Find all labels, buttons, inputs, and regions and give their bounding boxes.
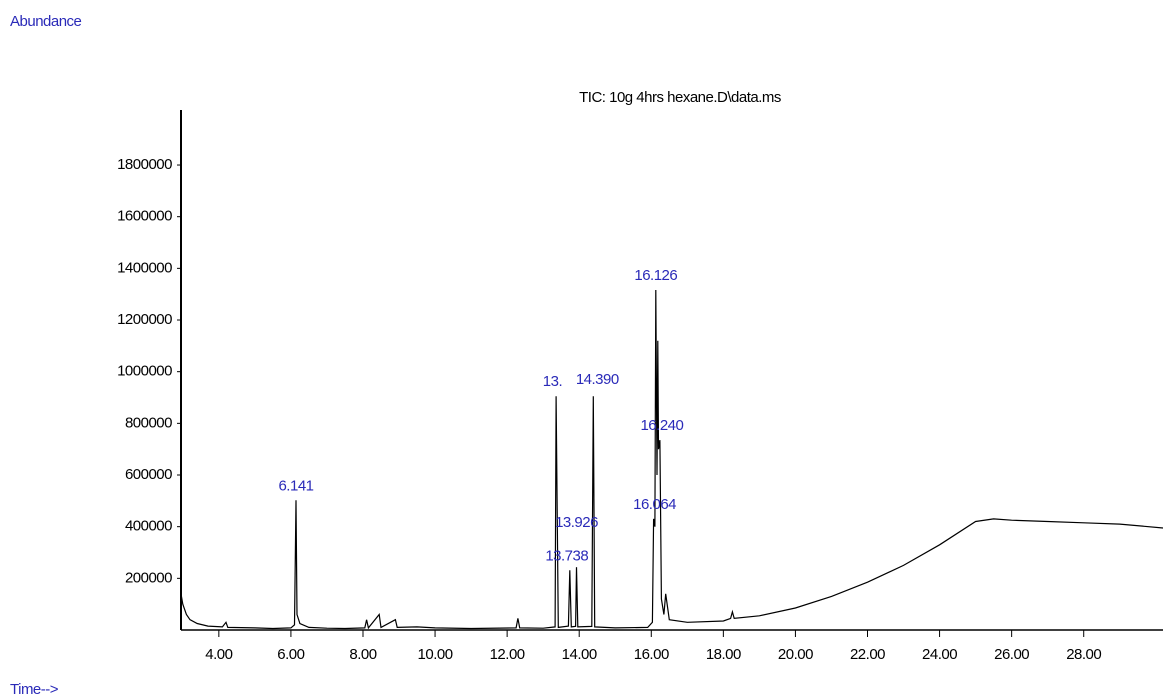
peak-label: 16.064 — [633, 496, 676, 513]
peak-label: 13.926 — [555, 514, 598, 531]
x-tick-label: 22.00 — [850, 646, 885, 663]
x-tick-label: 28.00 — [1066, 646, 1101, 663]
peak-label: 16.126 — [634, 267, 677, 284]
y-tick-label: 800000 — [125, 414, 172, 431]
peak-label: 16.240 — [640, 417, 683, 434]
y-tick-label: 1400000 — [117, 259, 172, 276]
peak-label: 6.141 — [278, 477, 313, 494]
y-tick-label: 1200000 — [117, 311, 172, 328]
x-tick-label: 4.00 — [205, 646, 232, 663]
y-tick-label: 1800000 — [117, 156, 172, 173]
x-tick-label: 24.00 — [922, 646, 957, 663]
peak-label: 13. — [543, 373, 562, 390]
x-tick-label: 14.00 — [562, 646, 597, 663]
peak-label: 14.390 — [576, 371, 619, 388]
peak-label: 13.738 — [545, 547, 588, 564]
x-tick-label: 6.00 — [277, 646, 304, 663]
y-tick-label: 1000000 — [117, 363, 172, 380]
x-tick-label: 12.00 — [490, 646, 525, 663]
x-tick-label: 16.00 — [634, 646, 669, 663]
y-tick-label: 1600000 — [117, 208, 172, 225]
y-tick-label: 400000 — [125, 518, 172, 535]
y-tick-label: 600000 — [125, 466, 172, 483]
x-tick-label: 10.00 — [418, 646, 453, 663]
trace — [180, 289, 1163, 630]
x-axis-label: Time--> — [10, 681, 59, 698]
chart-title: TIC: 10g 4hrs hexane.D\data.ms — [579, 89, 781, 106]
y-tick-label: 200000 — [125, 569, 172, 586]
y-axis-label: Abundance — [10, 13, 82, 30]
x-tick-label: 26.00 — [994, 646, 1029, 663]
x-tick-label: 18.00 — [706, 646, 741, 663]
x-tick-label: 8.00 — [349, 646, 376, 663]
x-tick-label: 20.00 — [778, 646, 813, 663]
